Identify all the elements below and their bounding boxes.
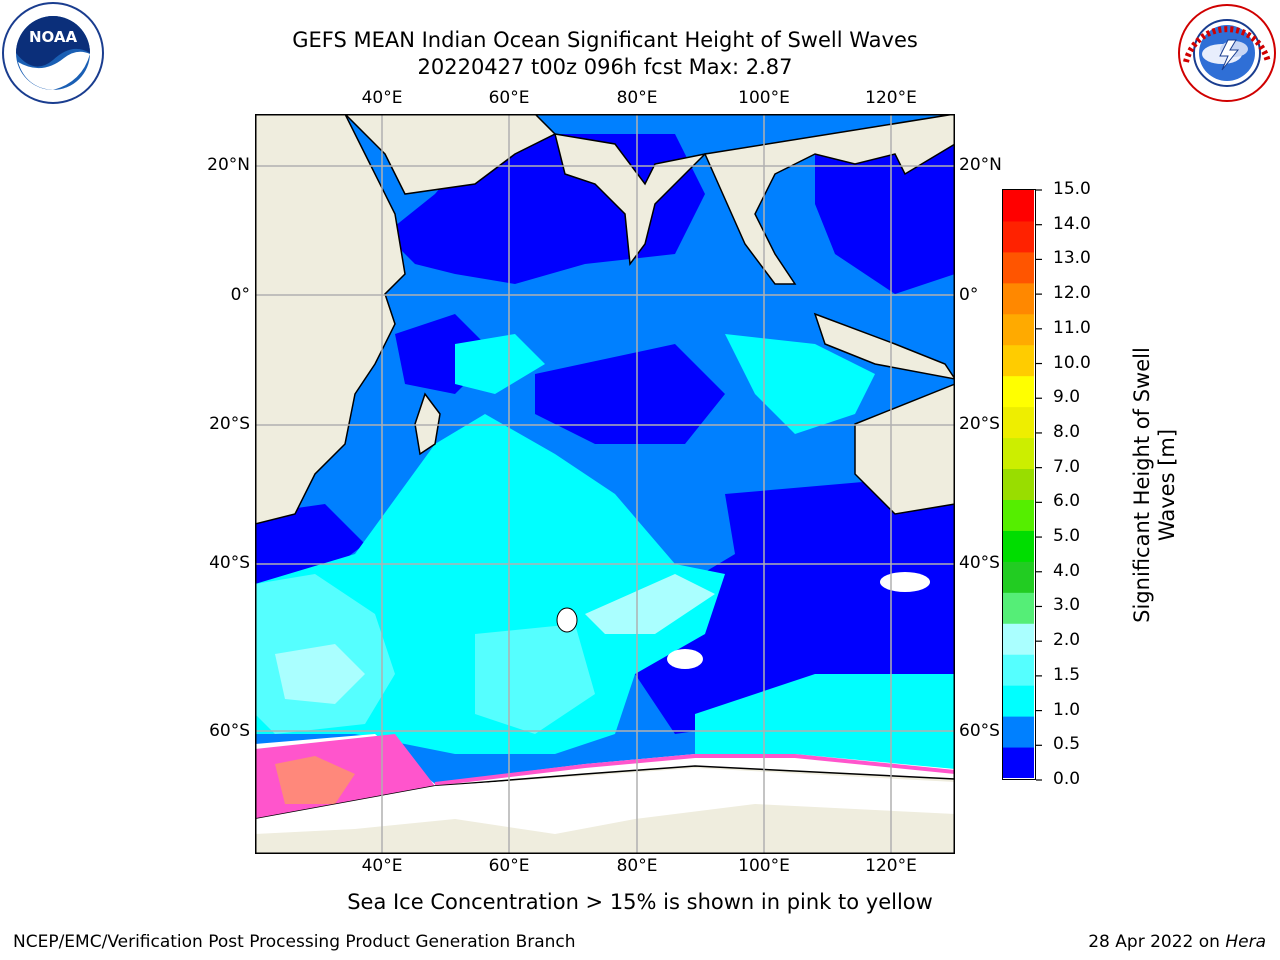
- colorbar-swatch: [1003, 282, 1034, 315]
- sea-ice-yellow: [275, 756, 355, 804]
- swell-low-central: [535, 344, 725, 444]
- map-grid: [255, 114, 955, 854]
- colorbar-ticks: [1036, 189, 1048, 782]
- lon-tick-top-40e: 40°E: [361, 88, 403, 108]
- colorbar-swatch: [1003, 747, 1034, 779]
- colorbar-label: 8.0: [1053, 421, 1081, 442]
- lon-tick-top-80e: 80°E: [616, 88, 658, 108]
- colorbar-swatch: [1003, 561, 1034, 593]
- lat-tick-left-20s: 20°S: [209, 414, 250, 434]
- lat-tick-right-40s: 40°S: [959, 553, 1000, 573]
- lat-tick-left-20n: 20°N: [207, 155, 250, 175]
- lat-tick-left-40s: 40°S: [209, 553, 250, 573]
- swell-low-southeast: [635, 474, 955, 734]
- map-frame: [255, 114, 955, 854]
- swell-map: [254, 113, 957, 855]
- lon-tick-top-120e: 120°E: [865, 88, 917, 108]
- footer-date: 28 Apr 2022 on Hera: [1088, 932, 1266, 952]
- colorbar-label: 7.0: [1053, 456, 1081, 477]
- ice-edge: [434, 754, 956, 786]
- colorbar-label: 5.0: [1053, 526, 1081, 547]
- colorbar-label: 6.0: [1053, 491, 1081, 512]
- land-madagascar: [414, 392, 441, 456]
- colorbar-swatch: [1003, 530, 1034, 562]
- land-australia: [854, 382, 956, 515]
- noaa-wordmark: NOAA: [29, 28, 78, 46]
- lon-tick-bottom-100e: 100°E: [738, 856, 790, 876]
- colorbar-label: 1.5: [1053, 664, 1081, 685]
- lat-tick-right-0: 0°: [959, 285, 979, 305]
- colorbar-label: 0.0: [1053, 769, 1081, 789]
- ice-patch-2: [880, 572, 930, 592]
- colorbar-label: 11.0: [1053, 317, 1091, 338]
- land-africa: [254, 113, 406, 525]
- colorbar-label: 13.0: [1053, 248, 1091, 269]
- colorbar-title: Significant Height of Swell Waves [m]: [1130, 305, 1180, 665]
- swell-light-3: [585, 574, 715, 634]
- lat-tick-right-20s: 20°S: [959, 414, 1000, 434]
- swell-low-indonesia: [815, 134, 955, 294]
- swell-cyan-east: [725, 334, 875, 434]
- lat-tick-left-60s: 60°S: [209, 721, 250, 741]
- colorbar-swatch: [1003, 499, 1034, 531]
- swell-cyan-southeast: [695, 674, 955, 774]
- colorbar-label: 3.0: [1053, 595, 1081, 616]
- colorbar-swatches: [1003, 190, 1034, 779]
- colorbar-swatch: [1003, 190, 1034, 222]
- colorbar-swatch: [1003, 654, 1034, 686]
- lon-tick-bottom-120e: 120°E: [865, 856, 917, 876]
- colorbar-swatch: [1003, 623, 1034, 655]
- colorbar-label: 10.0: [1053, 352, 1091, 373]
- ice-patch-1: [667, 649, 703, 669]
- colorbar-swatch: [1003, 220, 1034, 253]
- colorbar-label: 12.0: [1053, 283, 1091, 304]
- colorbar-swatch: [1003, 375, 1034, 408]
- colorbar: [1002, 189, 1036, 780]
- colorbar-label: 1.0: [1053, 699, 1081, 720]
- lon-tick-bottom-80e: 80°E: [616, 856, 658, 876]
- colorbar-swatch: [1003, 592, 1034, 624]
- footer-date-text: 28 Apr 2022 on: [1088, 932, 1226, 952]
- colorbar-swatch: [1003, 344, 1034, 377]
- colorbar-swatch: [1003, 716, 1034, 748]
- colorbar-swatch: [1003, 406, 1034, 439]
- swell-light-2: [475, 624, 595, 734]
- lon-tick-bottom-60e: 60°E: [488, 856, 530, 876]
- colorbar-swatch: [1003, 468, 1034, 500]
- lat-tick-right-60s: 60°S: [959, 721, 1000, 741]
- nws-logo: [1176, 2, 1278, 104]
- colorbar-swatch: [1003, 313, 1034, 346]
- colorbar-label: 9.0: [1053, 387, 1081, 408]
- colorbar-title-line2: Waves [m]: [1155, 428, 1179, 542]
- colorbar-title-line1: Significant Height of Swell: [1130, 347, 1154, 623]
- lat-tick-right-20n: 20°N: [959, 155, 1002, 175]
- map-panel: [254, 113, 957, 855]
- land-southeast-asia: [703, 113, 956, 285]
- colorbar-label: 14.0: [1053, 213, 1091, 234]
- colorbar-label: 4.0: [1053, 560, 1081, 581]
- kerguelen-island: [556, 607, 578, 633]
- noaa-logo: NOAA: [2, 2, 104, 104]
- ice-shelf: [255, 768, 955, 834]
- colorbar-label: 15.0: [1053, 179, 1091, 199]
- lon-tick-top-100e: 100°E: [738, 88, 790, 108]
- swell-light-4: [275, 644, 365, 704]
- chart-subtitle: 20220427 t00z 096h fcst Max: 2.87: [417, 55, 793, 79]
- sea-ice-note: Sea Ice Concentration > 15% is shown in …: [347, 890, 933, 914]
- footer-host: Hera: [1225, 932, 1266, 952]
- chart-title: GEFS MEAN Indian Ocean Significant Heigh…: [292, 28, 918, 52]
- colorbar-swatch: [1003, 685, 1034, 717]
- lon-tick-top-60e: 60°E: [488, 88, 530, 108]
- colorbar-label: 0.5: [1053, 734, 1081, 755]
- land-arabia: [255, 113, 557, 195]
- colorbar-swatch: [1003, 437, 1034, 470]
- lat-tick-left-0: 0°: [230, 285, 250, 305]
- lon-tick-bottom-40e: 40°E: [361, 856, 403, 876]
- footer-credit: NCEP/EMC/Verification Post Processing Pr…: [13, 932, 576, 952]
- swell-cyan-west: [455, 334, 545, 394]
- colorbar-swatch: [1003, 251, 1034, 284]
- colorbar-label: 2.0: [1053, 630, 1081, 651]
